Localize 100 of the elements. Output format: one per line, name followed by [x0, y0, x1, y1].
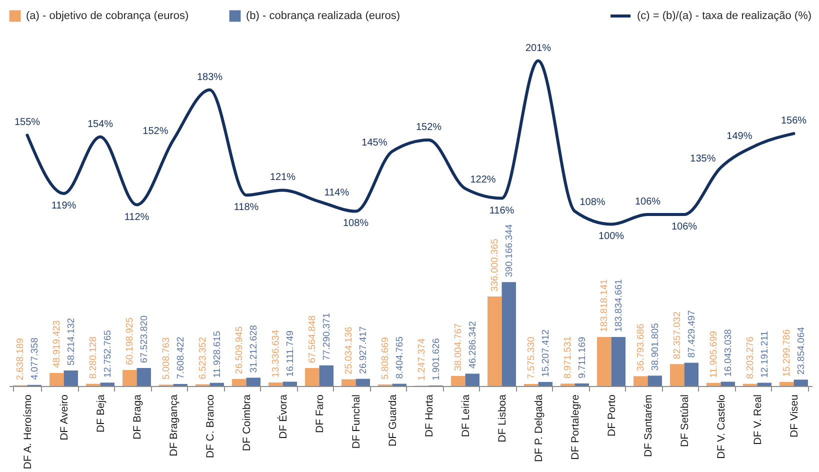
data-label: 112%	[124, 212, 150, 223]
data-label: 108%	[580, 197, 606, 208]
data-label: 5.008.763	[161, 337, 172, 380]
x-tick-label: DF Porto	[606, 394, 618, 437]
bar	[64, 370, 78, 386]
data-label: 12.752.765	[102, 330, 114, 378]
data-label: 201%	[525, 42, 552, 54]
bar	[100, 382, 114, 386]
data-label: 77.290.371	[321, 312, 332, 360]
bar	[319, 365, 334, 386]
bar	[684, 362, 698, 386]
data-label: 67.523.820	[138, 315, 150, 364]
data-label: 7.608.422	[175, 336, 186, 379]
data-label: 152%	[416, 122, 442, 134]
data-label: 145%	[362, 137, 388, 148]
data-label: 1.901.626	[430, 338, 442, 380]
x-tick-label: DF Portalegre	[569, 394, 582, 460]
x-tick-label: DF Beja	[94, 394, 107, 432]
x-tick-label: DF Guarda	[386, 394, 399, 446]
data-label: 11.905.699	[708, 330, 720, 378]
x-tick-label: DF V. Real	[752, 394, 764, 445]
data-label: 87.429.497	[686, 310, 698, 358]
data-label: 6.523.352	[198, 337, 209, 380]
data-label: 121%	[270, 172, 296, 184]
data-label: 100%	[598, 231, 624, 242]
data-label: 15.207.412	[540, 329, 552, 377]
data-label: 116%	[489, 205, 514, 216]
bar	[794, 380, 808, 386]
data-label: 183%	[196, 72, 223, 83]
legend-label: (c) = (b)/(a) - taxa de realização (%)	[637, 10, 812, 22]
x-tick-label: DF C. Branco	[204, 394, 216, 458]
x-tick-label: DF Aveiro	[58, 394, 70, 440]
bar	[136, 368, 151, 386]
data-label: 1.247.374	[416, 338, 428, 381]
data-label: 13.336.634	[270, 330, 282, 378]
data-label: 106%	[671, 221, 698, 232]
data-label: 9.711.169	[576, 336, 588, 378]
bar	[268, 382, 283, 386]
data-label: 156%	[780, 116, 807, 127]
data-label: 336.000.365	[490, 238, 501, 292]
data-label: 118%	[234, 202, 259, 214]
x-tick-label: DF Évora	[276, 394, 290, 439]
data-label: 8.280.128	[88, 336, 100, 379]
bar	[597, 337, 612, 386]
bar	[780, 382, 794, 386]
x-tick-label: DF Setúbal	[678, 394, 691, 448]
data-label: 108%	[342, 218, 369, 230]
bar	[451, 376, 466, 386]
data-label: 390.166.344	[504, 224, 515, 278]
bar	[232, 378, 246, 386]
bar	[648, 376, 662, 386]
data-label: 48.919.423	[52, 320, 63, 368]
data-label: 16.111.749	[284, 330, 296, 377]
data-label: 38.004.767	[453, 323, 464, 371]
bar	[757, 382, 772, 386]
data-label: 67.564.848	[307, 315, 318, 364]
x-tick-label: DF Horta	[423, 394, 436, 438]
data-label: 135%	[690, 154, 716, 165]
data-label: 11.928.615	[212, 330, 223, 378]
bar	[488, 296, 502, 386]
data-label: 149%	[726, 130, 752, 142]
bar	[720, 382, 735, 386]
data-label: 12.191.211	[759, 330, 770, 378]
data-label: 183.818.141	[599, 279, 610, 332]
data-label: 46.286.342	[467, 321, 478, 369]
bar	[122, 370, 137, 386]
x-tick-label: DF Leiria	[460, 394, 472, 438]
data-label: 155%	[14, 117, 40, 128]
data-label: 23.854.064	[796, 327, 807, 375]
data-label: 16.043.038	[722, 329, 734, 377]
data-label: 25.034.136	[344, 326, 355, 374]
data-label: 122%	[470, 174, 496, 186]
bar	[706, 382, 721, 386]
data-label: 119%	[51, 200, 76, 212]
bar	[611, 337, 626, 386]
data-label: 2.638.189	[15, 338, 26, 380]
x-tick-label: DF Braga	[131, 394, 144, 440]
data-label: 152%	[142, 126, 168, 138]
bar	[282, 382, 297, 386]
data-label: 26.509.945	[234, 326, 246, 374]
bar	[342, 379, 356, 386]
data-label: 4.077.358	[29, 338, 40, 380]
data-label: 183.834.661	[613, 279, 624, 332]
x-tick-label: DF Coimbra	[240, 394, 253, 452]
legend-label: (a) - objetivo de cobrança (euros)	[26, 10, 189, 22]
bar	[246, 378, 260, 386]
legend-label: (b) - cobrança realizada (euros)	[246, 10, 400, 22]
data-label: 106%	[634, 196, 661, 208]
x-tick-label: DF Santarém	[642, 394, 654, 457]
data-label: 60.198.925	[124, 317, 136, 365]
x-tick-label: DF P. Delgada	[532, 394, 545, 462]
data-label: 38.901.805	[650, 323, 661, 371]
data-label: 8.971.531	[562, 336, 574, 379]
data-label: 7.575.330	[526, 336, 538, 379]
bar	[670, 364, 684, 386]
bar	[538, 382, 552, 386]
data-label: 26.927.417	[358, 326, 369, 374]
data-label: 5.808.669	[380, 337, 392, 380]
data-label: 15.299.786	[782, 329, 793, 377]
data-label: 8.203.276	[745, 336, 756, 379]
